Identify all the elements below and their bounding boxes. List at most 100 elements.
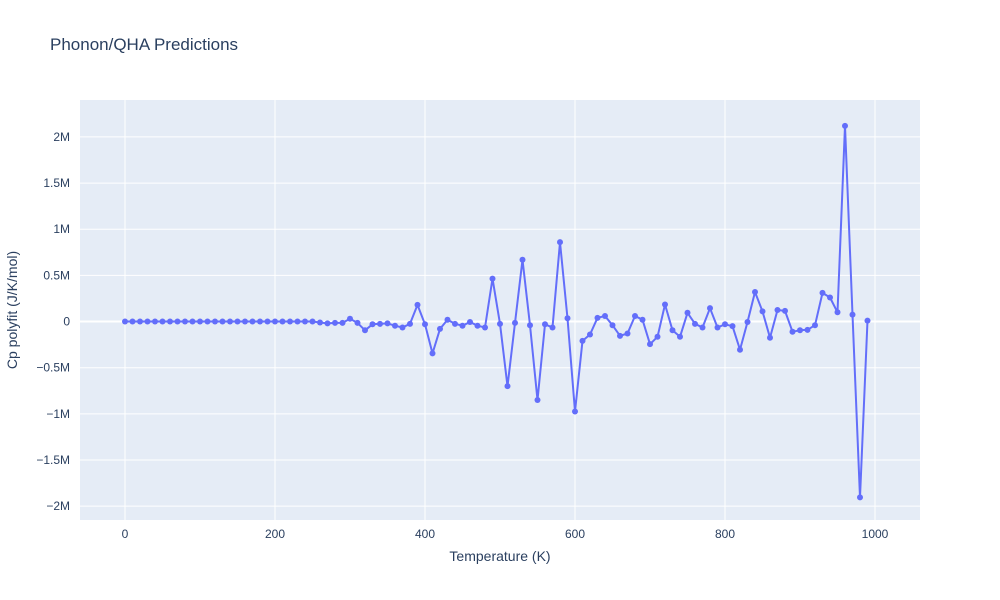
data-point[interactable] xyxy=(489,275,496,282)
data-point[interactable] xyxy=(332,319,338,326)
data-point[interactable] xyxy=(467,319,473,325)
data-point[interactable] xyxy=(812,322,818,329)
data-point[interactable] xyxy=(257,318,263,325)
data-point[interactable] xyxy=(429,350,436,357)
data-point[interactable] xyxy=(587,331,593,338)
data-point[interactable] xyxy=(527,322,533,329)
data-point[interactable] xyxy=(324,320,331,327)
data-point[interactable] xyxy=(482,324,488,331)
data-point[interactable] xyxy=(662,301,668,308)
data-point[interactable] xyxy=(632,313,638,319)
data-point[interactable] xyxy=(129,318,136,325)
data-point[interactable] xyxy=(737,346,743,353)
data-point[interactable] xyxy=(602,313,608,319)
data-point[interactable] xyxy=(647,341,653,348)
data-point[interactable] xyxy=(264,318,271,325)
data-point[interactable] xyxy=(849,311,856,318)
data-point[interactable] xyxy=(519,256,526,263)
data-point[interactable] xyxy=(744,319,751,325)
data-point[interactable] xyxy=(287,318,293,325)
data-point[interactable] xyxy=(377,320,383,327)
data-point[interactable] xyxy=(234,318,241,325)
data-point[interactable] xyxy=(294,318,301,325)
data-point[interactable] xyxy=(452,320,458,327)
data-point[interactable] xyxy=(242,318,248,325)
data-point[interactable] xyxy=(362,327,368,334)
data-point[interactable] xyxy=(167,318,173,325)
data-point[interactable] xyxy=(444,316,451,323)
data-point[interactable] xyxy=(594,314,601,321)
data-point[interactable] xyxy=(572,408,578,415)
data-point[interactable] xyxy=(699,324,706,331)
data-point[interactable] xyxy=(557,239,563,246)
data-point[interactable] xyxy=(302,318,308,325)
data-point[interactable] xyxy=(692,320,698,327)
data-point[interactable] xyxy=(789,328,796,335)
data-point[interactable] xyxy=(684,309,691,316)
data-point[interactable] xyxy=(767,334,773,341)
data-point[interactable] xyxy=(369,321,376,328)
data-point[interactable] xyxy=(549,324,556,331)
data-point[interactable] xyxy=(122,318,128,325)
data-point[interactable] xyxy=(729,323,736,330)
data-point[interactable] xyxy=(399,324,406,331)
data-point[interactable] xyxy=(797,327,803,334)
data-point[interactable] xyxy=(512,319,518,326)
data-point[interactable] xyxy=(174,318,181,325)
data-point[interactable] xyxy=(827,294,833,301)
data-point[interactable] xyxy=(842,122,848,129)
data-point[interactable] xyxy=(669,327,676,334)
data-point[interactable] xyxy=(782,307,788,314)
data-point[interactable] xyxy=(317,319,323,326)
data-point[interactable] xyxy=(392,322,398,329)
data-point[interactable] xyxy=(189,318,196,325)
data-point[interactable] xyxy=(309,318,316,325)
data-point[interactable] xyxy=(414,301,421,308)
data-point[interactable] xyxy=(182,318,188,325)
data-point[interactable] xyxy=(144,318,151,325)
data-point[interactable] xyxy=(354,319,361,326)
data-point[interactable] xyxy=(609,322,616,329)
data-point[interactable] xyxy=(279,318,286,325)
data-point[interactable] xyxy=(857,494,863,501)
data-point[interactable] xyxy=(624,330,631,337)
data-point[interactable] xyxy=(152,318,158,325)
data-point[interactable] xyxy=(579,337,586,344)
data-point[interactable] xyxy=(249,318,256,325)
data-point[interactable] xyxy=(864,317,871,324)
data-point[interactable] xyxy=(714,324,721,331)
data-point[interactable] xyxy=(759,308,766,315)
data-point[interactable] xyxy=(804,326,811,333)
data-point[interactable] xyxy=(834,309,841,316)
data-point[interactable] xyxy=(227,318,233,325)
data-point[interactable] xyxy=(654,333,661,340)
data-point[interactable] xyxy=(407,320,413,327)
data-point[interactable] xyxy=(197,318,203,325)
data-point[interactable] xyxy=(707,305,713,312)
data-point[interactable] xyxy=(504,383,511,390)
data-point[interactable] xyxy=(159,318,166,325)
data-point[interactable] xyxy=(384,320,391,327)
data-point[interactable] xyxy=(617,332,623,339)
data-point[interactable] xyxy=(542,321,548,328)
data-point[interactable] xyxy=(534,397,541,403)
data-point[interactable] xyxy=(474,322,481,329)
data-point[interactable] xyxy=(819,289,826,296)
data-point[interactable] xyxy=(339,319,346,326)
data-point[interactable] xyxy=(219,318,226,325)
data-point[interactable] xyxy=(459,322,466,329)
data-point[interactable] xyxy=(564,315,571,322)
data-point[interactable] xyxy=(137,318,143,325)
data-point[interactable] xyxy=(639,316,646,323)
data-point[interactable] xyxy=(774,307,781,313)
data-point[interactable] xyxy=(722,321,728,328)
data-point[interactable] xyxy=(677,333,683,340)
data-point[interactable] xyxy=(204,318,211,325)
data-point[interactable] xyxy=(422,321,428,328)
data-point[interactable] xyxy=(212,318,218,325)
data-point[interactable] xyxy=(437,325,443,332)
data-point[interactable] xyxy=(272,318,278,325)
data-point[interactable] xyxy=(752,289,758,295)
data-point[interactable] xyxy=(347,315,353,322)
data-point[interactable] xyxy=(497,320,503,327)
